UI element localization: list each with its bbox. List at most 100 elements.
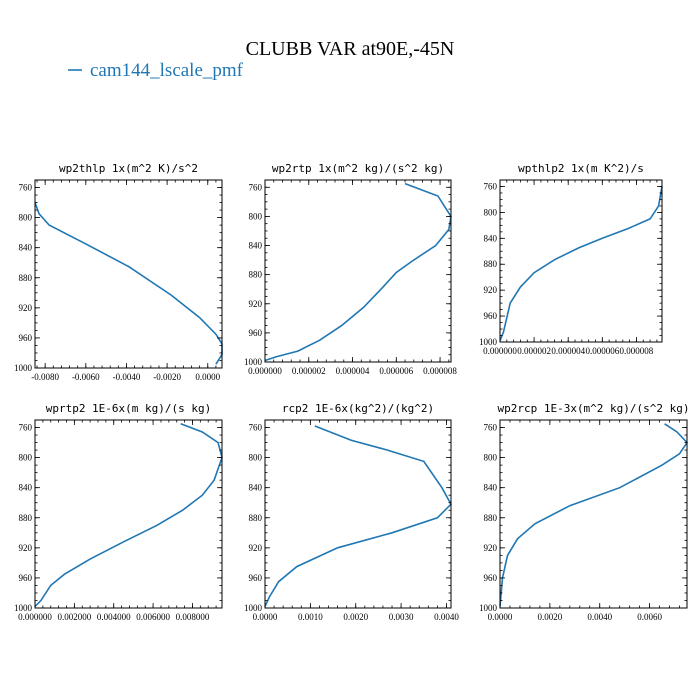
panel-3: wpthlp2 1x(m K^2)/s 760 800 840 880 920 960 100… (479, 162, 663, 356)
y-tick-label: 1000 (479, 337, 498, 347)
plot-frame (499, 419, 688, 609)
y-tick-label: 880 (249, 270, 263, 280)
x-tick-label: 0.0030 (389, 612, 414, 622)
x-tick-label: 0.000000 (18, 612, 52, 622)
y-tick-label: 1000 (244, 357, 263, 367)
x-tick-label: 0.000008 (620, 346, 654, 356)
x-tick-label: 0.0040 (434, 612, 459, 622)
y-tick-label: 760 (484, 423, 498, 433)
plot-frame (34, 419, 223, 609)
y-tick-label: 840 (484, 483, 498, 493)
y-tick-label: 960 (19, 573, 33, 583)
y-tick-label: 880 (484, 259, 498, 269)
y-tick-label: 760 (19, 183, 33, 193)
y-tick-label: 920 (19, 543, 33, 553)
legend-label: cam144_lscale_pmf (90, 60, 244, 81)
x-tick-label: -0.0080 (31, 372, 59, 382)
x-tick-label: 0.0000 (253, 612, 278, 622)
y-tick-label: 840 (249, 241, 263, 251)
y-tick-label: 1000 (479, 603, 498, 613)
plot-frame (264, 179, 452, 363)
x-tick-label: 0.000004 (551, 346, 585, 356)
x-tick-label: 0.0060 (637, 612, 662, 622)
panel-title: wpthlp2 1x(m K^2)/s (518, 162, 644, 175)
y-tick-label: 1000 (244, 603, 263, 613)
panel-title: wp2thlp 1x(m^2 K)/s^2 (59, 162, 198, 175)
x-tick-label: 0.0020 (537, 612, 562, 622)
panel-4: wprtp2 1E-6x(m kg)/(s kg) 760 800 840 880 920… (14, 402, 223, 622)
panel-title: rcp2 1E-6x(kg^2)/(kg^2) (282, 402, 434, 415)
y-tick-label: 760 (249, 182, 263, 192)
y-tick-label: 880 (484, 513, 498, 523)
y-tick-label: 920 (249, 299, 263, 309)
x-tick-label: 0.0000 (488, 612, 513, 622)
y-tick-label: 920 (484, 285, 498, 295)
panel-1: wp2thlp 1x(m^2 K)/s^2 760 800 840 880 920 960 1… (14, 162, 223, 382)
y-tick-label: 840 (19, 243, 33, 253)
panel-6: wp2rcp 1E-3x(m^2 kg)/(s^2 kg) 760 800 840 88… (479, 402, 690, 622)
y-tick-label: 800 (484, 453, 498, 463)
x-tick-label: 0.000008 (423, 366, 457, 376)
series-line (34, 202, 223, 365)
y-tick-label: 800 (249, 211, 263, 221)
y-tick-label: 800 (19, 453, 33, 463)
y-tick-label: 800 (19, 213, 33, 223)
y-tick-label: 960 (484, 311, 498, 321)
y-tick-label: 840 (484, 233, 498, 243)
y-tick-label: 920 (249, 543, 263, 553)
x-tick-label: -0.0020 (153, 372, 181, 382)
y-tick-label: 840 (249, 483, 263, 493)
x-tick-label: 0.000006 (585, 346, 619, 356)
figure-title: CLUBB VAR at90E,-45N (246, 38, 455, 60)
panel-2: wp2rtp 1x(m^2 kg)/(s^2 kg) 760 800 840 880 92… (244, 162, 457, 376)
panel-title: wprtp2 1E-6x(m kg)/(s kg) (46, 402, 212, 415)
x-tick-label: 0.008000 (176, 612, 210, 622)
plot-frame (34, 179, 223, 369)
legend: cam144_lscale_pmf (68, 60, 244, 81)
x-tick-label: 0.004000 (97, 612, 131, 622)
y-tick-label: 920 (19, 303, 33, 313)
series-line (499, 423, 689, 607)
x-tick-label: -0.0040 (113, 372, 141, 382)
panel-5: rcp2 1E-6x(kg^2)/(kg^2) 760 800 840 880 920 96… (244, 402, 459, 622)
series-line (499, 186, 663, 342)
x-tick-label: -0.0060 (72, 372, 100, 382)
x-tick-label: 0.000006 (379, 366, 413, 376)
y-tick-label: 960 (249, 573, 263, 583)
x-tick-label: 0.002000 (57, 612, 91, 622)
x-tick-label: 0.000000 (483, 346, 517, 356)
series-line (264, 182, 452, 362)
x-tick-label: 0.0000 (195, 372, 220, 382)
y-tick-label: 1000 (14, 603, 33, 613)
x-tick-label: 0.006000 (136, 612, 170, 622)
y-tick-label: 800 (484, 207, 498, 217)
y-tick-label: 880 (19, 513, 33, 523)
x-tick-label: 0.0020 (343, 612, 368, 622)
panel-title: wp2rcp 1E-3x(m^2 kg)/(s^2 kg) (497, 402, 689, 415)
y-tick-label: 880 (249, 513, 263, 523)
y-tick-label: 1000 (14, 363, 33, 373)
panel-title: wp2rtp 1x(m^2 kg)/(s^2 kg) (272, 162, 444, 175)
plot-frame (264, 419, 452, 609)
x-tick-label: 0.000000 (248, 366, 282, 376)
series-line (34, 423, 223, 608)
y-tick-label: 960 (249, 328, 263, 338)
y-tick-label: 960 (19, 333, 33, 343)
y-tick-label: 760 (19, 423, 33, 433)
y-tick-label: 840 (19, 483, 33, 493)
x-tick-label: 0.000002 (292, 366, 326, 376)
x-tick-label: 0.0040 (587, 612, 612, 622)
panels: wp2thlp 1x(m^2 K)/s^2 760 800 840 880 920 960 1… (14, 162, 690, 622)
x-tick-label: 0.000002 (517, 346, 551, 356)
y-tick-label: 760 (249, 423, 263, 433)
y-tick-label: 920 (484, 543, 498, 553)
x-tick-label: 0.000004 (336, 366, 370, 376)
plot-frame (499, 179, 663, 343)
y-tick-label: 800 (249, 453, 263, 463)
y-tick-label: 880 (19, 273, 33, 283)
y-tick-label: 760 (484, 181, 498, 191)
y-tick-label: 960 (484, 573, 498, 583)
series-line (264, 425, 452, 607)
x-tick-label: 0.0010 (298, 612, 323, 622)
